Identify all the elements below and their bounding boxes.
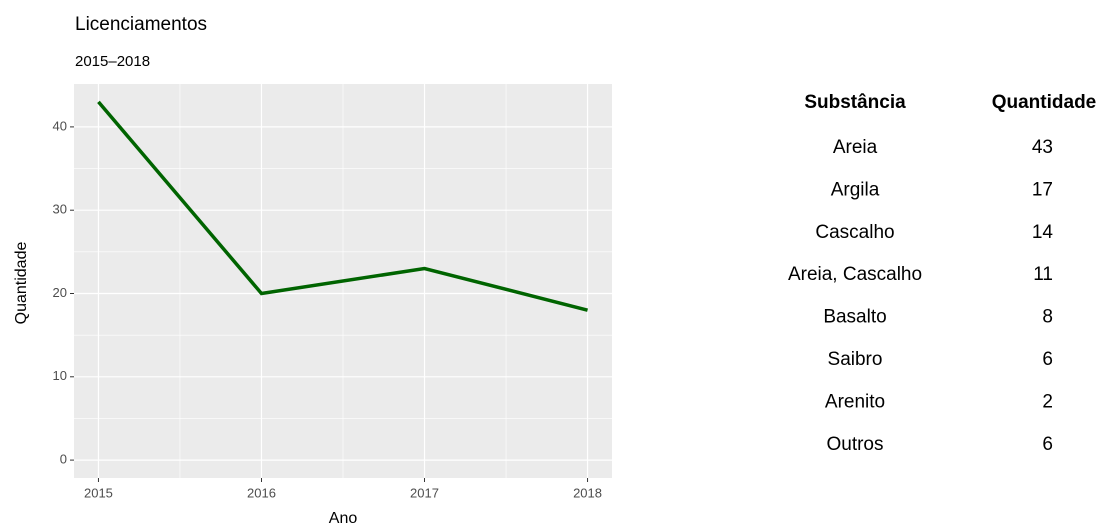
- table-cell: Saibro: [828, 349, 883, 370]
- table-cell: 2: [1042, 391, 1053, 412]
- table-cell: 6: [1042, 434, 1053, 455]
- table-header: Substância: [804, 92, 906, 113]
- table-cell: Cascalho: [815, 222, 894, 243]
- table-cell: 17: [1032, 179, 1053, 200]
- table-cell: 6: [1042, 349, 1053, 370]
- line: [97, 100, 588, 312]
- table-header: Quantidade: [992, 92, 1097, 113]
- table-cell: Outros: [826, 434, 883, 455]
- x-tick-label: 2015: [84, 485, 113, 500]
- table-cell: 43: [1032, 137, 1053, 158]
- y-tick-label: 40: [53, 118, 67, 133]
- table-cell: 11: [1033, 264, 1053, 285]
- x-tick-label: 2017: [410, 485, 439, 500]
- table-cell: Arenito: [825, 391, 885, 412]
- x-tick-label: 2016: [247, 485, 276, 500]
- y-axis-label: Quantidade: [13, 242, 30, 325]
- x-axis-label: Ano: [329, 510, 358, 527]
- table-cell: 14: [1032, 222, 1054, 243]
- table-cell: Basalto: [823, 307, 886, 328]
- y-tick-label: 20: [53, 285, 67, 300]
- table-cell: 8: [1042, 307, 1053, 328]
- x-tick-label: 2018: [573, 485, 602, 500]
- y-tick-label: 30: [53, 202, 67, 217]
- chart-title: Licenciamentos: [75, 14, 207, 35]
- table-cell: Areia, Cascalho: [788, 264, 922, 285]
- table-cell: Argila: [831, 179, 880, 200]
- y-tick-label: 10: [53, 368, 67, 383]
- y-tick-label: 0: [60, 452, 67, 467]
- table-cell: Areia: [833, 137, 878, 158]
- chart-subtitle: 2015–2018: [75, 53, 150, 70]
